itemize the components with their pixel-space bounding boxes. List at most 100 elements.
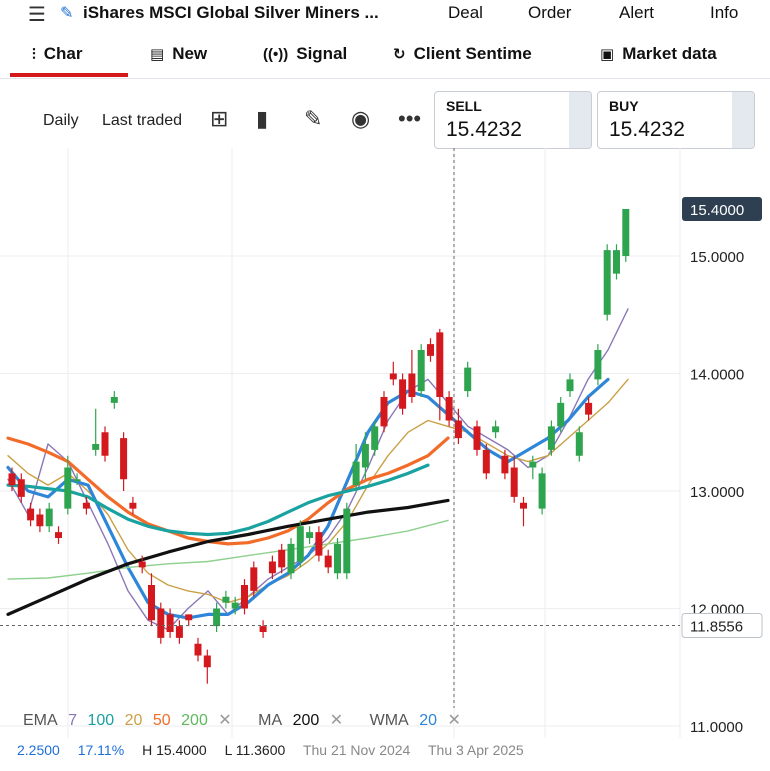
candle-body: [613, 250, 620, 274]
candle-body: [306, 532, 314, 538]
candle-body: [585, 402, 593, 415]
nav-deal[interactable]: Deal: [448, 3, 483, 22]
candle-body: [241, 585, 248, 609]
tab-signal-label: Signal: [296, 44, 348, 63]
ema-period-100[interactable]: 100: [87, 712, 115, 729]
ema-period-7[interactable]: 7: [68, 712, 78, 729]
nav-order[interactable]: Order: [528, 3, 572, 22]
candle-body: [529, 461, 537, 468]
candle-body: [101, 432, 109, 456]
price-type-selector[interactable]: Last traded: [102, 112, 183, 129]
candle-body: [55, 532, 62, 538]
candle-body: [287, 543, 295, 574]
price-chart[interactable]: 15.000014.000013.000012.000011.000015.40…: [0, 148, 770, 738]
candle-body: [380, 397, 388, 427]
candle-body: [454, 420, 462, 439]
remove-ema-icon[interactable]: ✕: [218, 712, 232, 729]
candle-body: [64, 467, 72, 509]
more-options-icon[interactable]: •••: [398, 106, 422, 131]
ema-period-50[interactable]: 50: [152, 712, 171, 729]
clipboard-icon: ▣: [600, 46, 615, 63]
candle-body: [445, 397, 453, 421]
candle-body: [129, 502, 137, 509]
stat-change: 17.11%: [77, 742, 125, 758]
bar-chart-icon[interactable]: ▮: [256, 106, 269, 131]
last-price-label: 15.4000: [690, 202, 744, 219]
candle-body: [520, 502, 527, 509]
tab-chart-label: Char: [43, 44, 83, 63]
candle-body: [222, 596, 230, 603]
ma-period[interactable]: 200: [292, 712, 320, 729]
stat-high: H 15.4000: [142, 742, 207, 758]
candle-body: [17, 479, 25, 497]
y-tick-label: 11.0000: [690, 719, 743, 736]
candle-body: [259, 626, 267, 632]
candle-body: [408, 373, 416, 397]
candle-body: [166, 614, 174, 632]
candle-body: [334, 543, 341, 574]
candle-body: [575, 432, 583, 456]
edit-pencil-icon[interactable]: ✎: [60, 5, 74, 22]
eye-icon[interactable]: ◉: [351, 106, 371, 131]
tab-signal[interactable]: ((•)) Signal: [263, 44, 347, 64]
ema-period-200[interactable]: 200: [181, 712, 208, 729]
nav-alert[interactable]: Alert: [619, 3, 654, 22]
hamburger-menu-icon[interactable]: ☰: [28, 4, 46, 26]
candle-body: [464, 367, 472, 392]
y-tick-label: 14.0000: [690, 367, 744, 384]
candle-body: [73, 479, 81, 482]
tab-client-sentiment[interactable]: ↻ Client Sentime: [393, 44, 532, 64]
candle-body: [278, 549, 286, 568]
calendar-grid-icon[interactable]: ⊞: [210, 106, 229, 131]
tab-chart[interactable]: ⫶ Char: [32, 44, 83, 64]
tab-market-data[interactable]: ▣ Market data: [600, 44, 717, 64]
remove-wma-icon[interactable]: ✕: [447, 712, 461, 729]
draw-pencil-icon[interactable]: ✎: [304, 106, 323, 131]
tab-news[interactable]: ▤ New: [150, 44, 207, 64]
ohlc-stats: 2.2500 17.11% H 15.4000 L 11.3600 Thu 21…: [17, 742, 538, 758]
candle-body: [510, 467, 518, 497]
candle-body: [36, 514, 44, 527]
ma-label: MA: [258, 712, 283, 729]
series-line-ema-7: [7, 308, 629, 631]
tab-news-label: New: [172, 44, 208, 63]
candle-body: [27, 508, 35, 521]
series-line-ma-200: [6, 498, 450, 616]
remove-ma-icon[interactable]: ✕: [329, 712, 344, 729]
price-axis: 15.000014.000013.000012.000011.000015.40…: [681, 197, 763, 736]
crosshair-price-label-bg: [681, 612, 763, 638]
y-tick-label: 15.0000: [690, 249, 744, 266]
candle-body: [389, 373, 397, 380]
sell-price-box[interactable]: SELL 15.4232: [434, 91, 592, 149]
candle-body: [185, 614, 193, 621]
ema-label: EMA: [23, 712, 58, 729]
stat-low: L 11.3600: [224, 742, 286, 758]
candle-body: [250, 567, 258, 591]
candle-body: [296, 526, 304, 562]
sell-value: 15.4232: [446, 118, 522, 141]
candle-body: [473, 426, 481, 450]
top-bar: ☰ ✎ iShares MSCI Global Silver Miners ..…: [0, 0, 770, 28]
candle-body: [547, 426, 555, 450]
candle-body: [603, 250, 611, 315]
active-tab-indicator: [10, 73, 128, 77]
newspaper-icon: ▤: [150, 46, 165, 63]
indicator-lines: [6, 308, 629, 631]
candle-body: [361, 444, 369, 468]
sell-box-shade: [569, 92, 591, 148]
candle-body: [538, 473, 546, 509]
candle-body: [427, 344, 434, 356]
interval-selector[interactable]: Daily: [43, 112, 79, 129]
wma-period[interactable]: 20: [419, 712, 437, 729]
candle-body: [203, 655, 211, 668]
nav-info[interactable]: Info: [710, 3, 739, 22]
candle-body: [557, 402, 565, 427]
buy-label: BUY: [609, 98, 639, 114]
candle-body: [157, 608, 165, 638]
buy-price-box[interactable]: BUY 15.4232: [597, 91, 755, 149]
wma-label: WMA: [369, 712, 409, 729]
ema-period-20[interactable]: 20: [124, 712, 143, 729]
candle-body: [482, 449, 490, 474]
indicator-legend: EMA 7 100 20 50 200 ✕ MA 200 ✕ WMA 20 ✕: [23, 710, 467, 730]
candlestick-icon: ⫶: [32, 45, 36, 63]
